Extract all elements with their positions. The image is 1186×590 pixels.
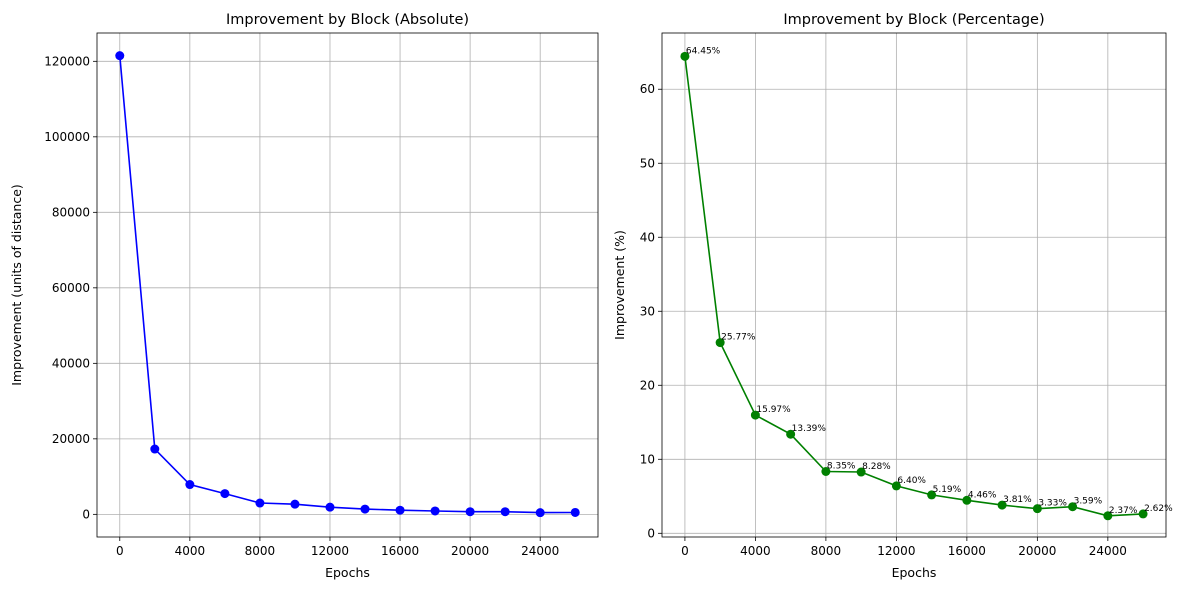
data-point bbox=[465, 507, 475, 517]
y-tick-label: 10 bbox=[640, 452, 655, 466]
x-tick-label: 20000 bbox=[451, 544, 489, 558]
data-label: 3.59% bbox=[1074, 497, 1103, 507]
plot-frame bbox=[96, 32, 599, 538]
chart-title: Improvement by Block (Absolute) bbox=[226, 12, 469, 28]
x-axis-label: Epochs bbox=[892, 565, 937, 580]
x-axis-label: Epochs bbox=[325, 565, 370, 580]
data-point bbox=[927, 490, 937, 500]
y-tick-label: 40000 bbox=[52, 356, 90, 370]
series-line bbox=[119, 55, 576, 514]
x-tick-label: 4000 bbox=[175, 544, 206, 558]
data-point bbox=[750, 410, 760, 420]
data-point bbox=[150, 444, 160, 454]
y-axis-label: Improvement (units of distance) bbox=[9, 184, 24, 386]
data-label: 25.77% bbox=[721, 333, 756, 343]
chart-title: Improvement by Block (Percentage) bbox=[783, 12, 1044, 28]
y-tick-label: 0 bbox=[82, 507, 90, 521]
x-tick-label: 16000 bbox=[948, 544, 986, 558]
absolute-improvement-chart: 0 4000 8000 12000 16000 20000 24000 0 20000 40000… bbox=[9, 12, 599, 580]
y-tick-label: 80000 bbox=[52, 205, 90, 219]
y-tick-label: 120000 bbox=[44, 54, 90, 68]
data-label: 13.39% bbox=[792, 424, 827, 434]
x-tick-label: 8000 bbox=[245, 544, 276, 558]
percentage-improvement-chart: 0 4000 8000 12000 16000 20000 24000 0 10 20 30 40 50… bbox=[612, 12, 1173, 580]
data-point bbox=[821, 467, 831, 477]
y-tick-label: 50 bbox=[640, 156, 655, 170]
data-point bbox=[115, 51, 125, 61]
data-point bbox=[856, 467, 866, 477]
x-tick-label: 20000 bbox=[1018, 544, 1056, 558]
data-point bbox=[715, 338, 725, 348]
data-label: 4.46% bbox=[968, 490, 997, 500]
data-label: 2.62% bbox=[1144, 504, 1173, 514]
data-point bbox=[220, 489, 230, 499]
data-label: 8.28% bbox=[862, 462, 891, 472]
x-tick-label: 4000 bbox=[740, 544, 771, 558]
y-tick-label: 100000 bbox=[44, 130, 90, 144]
data-point bbox=[360, 504, 370, 514]
data-label: 8.35% bbox=[827, 462, 856, 472]
data-label: 3.33% bbox=[1038, 499, 1067, 509]
y-tick-label: 40 bbox=[640, 230, 655, 244]
data-point bbox=[500, 507, 510, 517]
data-point bbox=[891, 481, 901, 491]
y-tick-label: 60000 bbox=[52, 281, 90, 295]
data-label: 3.81% bbox=[1003, 495, 1032, 505]
data-point bbox=[185, 480, 195, 490]
data-label: 15.97% bbox=[756, 405, 791, 415]
y-tick-label: 30 bbox=[640, 304, 655, 318]
data-point bbox=[570, 507, 580, 517]
data-point bbox=[395, 505, 405, 515]
x-tick-label: 16000 bbox=[381, 544, 419, 558]
data-point bbox=[430, 506, 440, 516]
x-tick-label: 0 bbox=[116, 544, 124, 558]
plot-frame bbox=[661, 32, 1167, 538]
data-point bbox=[290, 499, 300, 509]
data-label: 64.45% bbox=[686, 46, 721, 56]
data-point bbox=[1032, 504, 1042, 514]
x-tick-label: 0 bbox=[681, 544, 689, 558]
data-point bbox=[255, 498, 265, 508]
data-point bbox=[786, 429, 796, 439]
series-line bbox=[684, 56, 1144, 517]
y-tick-label: 60 bbox=[640, 82, 655, 96]
x-tick-label: 8000 bbox=[811, 544, 842, 558]
x-tick-label: 12000 bbox=[311, 544, 349, 558]
data-point bbox=[680, 51, 690, 61]
x-tick-label: 24000 bbox=[521, 544, 559, 558]
y-tick-label: 0 bbox=[647, 526, 655, 540]
data-label: 6.40% bbox=[897, 476, 926, 486]
data-point bbox=[1138, 509, 1148, 519]
data-label: 2.37% bbox=[1109, 506, 1138, 516]
data-label: 5.19% bbox=[933, 485, 962, 495]
y-axis-label: Improvement (%) bbox=[612, 230, 627, 340]
data-point bbox=[1068, 502, 1078, 512]
y-tick-label: 20000 bbox=[52, 432, 90, 446]
x-tick-label: 24000 bbox=[1089, 544, 1127, 558]
x-tick-label: 12000 bbox=[877, 544, 915, 558]
data-point bbox=[1103, 511, 1113, 521]
data-point bbox=[962, 495, 972, 505]
data-point bbox=[997, 500, 1007, 510]
data-point bbox=[535, 508, 545, 518]
data-point bbox=[325, 502, 335, 512]
y-tick-label: 20 bbox=[640, 378, 655, 392]
